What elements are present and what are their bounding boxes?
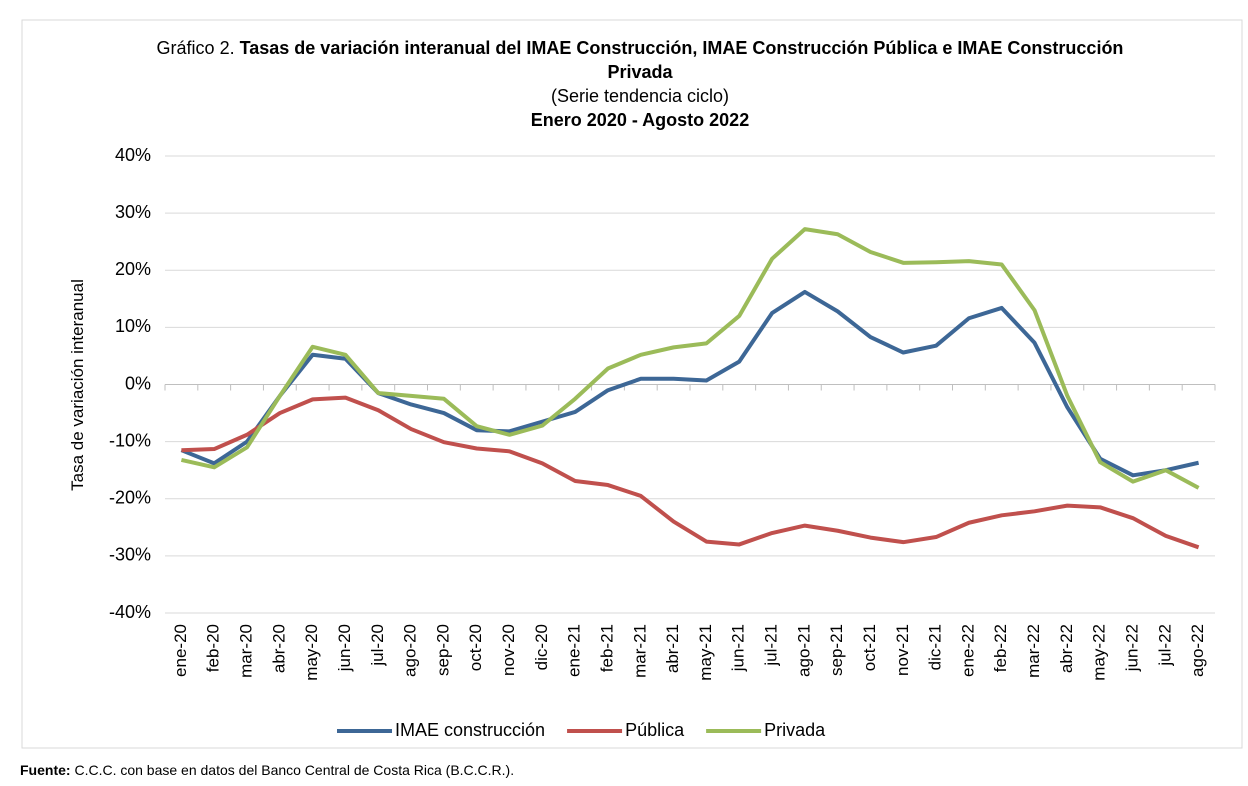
title-prefix: Gráfico 2. bbox=[156, 38, 235, 58]
x-tick-label: jun-22 bbox=[1122, 624, 1141, 672]
x-tick-label: ene-20 bbox=[171, 624, 190, 677]
source: Fuente: C.C.C. con base en datos del Ban… bbox=[20, 762, 514, 778]
x-tick-label: abr-22 bbox=[1057, 624, 1076, 673]
chart-frame bbox=[21, 19, 1243, 749]
legend-label: Privada bbox=[764, 720, 826, 740]
x-tick-label: jul-21 bbox=[762, 624, 781, 667]
x-tick-label: abr-21 bbox=[663, 624, 682, 673]
source-text: C.C.C. con base en datos del Banco Centr… bbox=[74, 762, 515, 778]
y-tick-label: 0% bbox=[125, 373, 151, 393]
x-tick-label: jul-20 bbox=[368, 624, 387, 667]
y-tick-label: 40% bbox=[115, 145, 151, 165]
chart-title: Gráfico 2. Tasas de variación interanual… bbox=[140, 36, 1140, 84]
x-tick-label: abr-20 bbox=[269, 624, 288, 673]
x-tick-label: dic-21 bbox=[926, 624, 945, 670]
legend-label: IMAE construcción bbox=[395, 720, 545, 740]
x-tick-label: mar-21 bbox=[630, 624, 649, 678]
legend-label: Pública bbox=[625, 720, 685, 740]
series-line bbox=[181, 395, 1200, 550]
x-tick-label: nov-20 bbox=[499, 624, 518, 676]
period: Enero 2020 - Agosto 2022 bbox=[530, 110, 750, 130]
y-tick-label: -30% bbox=[109, 545, 151, 565]
x-tick-label: feb-22 bbox=[991, 624, 1010, 672]
subtitle: (Serie tendencia ciclo) bbox=[550, 86, 730, 106]
x-tick-label: ago-20 bbox=[401, 624, 420, 677]
y-tick-label: -10% bbox=[109, 430, 151, 450]
x-tick-label: sep-20 bbox=[433, 624, 452, 676]
x-tick-label: jul-22 bbox=[1155, 624, 1174, 667]
y-tick-label: -20% bbox=[109, 488, 151, 508]
x-tick-label: ago-22 bbox=[1188, 624, 1207, 677]
series-line bbox=[180, 227, 1200, 490]
x-tick-label: feb-20 bbox=[204, 624, 223, 672]
x-tick-label: ene-21 bbox=[565, 624, 584, 677]
series-line bbox=[180, 289, 1200, 478]
y-tick-label: 30% bbox=[115, 202, 151, 222]
y-tick-label: 10% bbox=[115, 316, 151, 336]
x-tick-label: ene-22 bbox=[958, 624, 977, 677]
title-text: Tasas de variación interanual del IMAE C… bbox=[239, 38, 1124, 82]
x-tick-label: may-22 bbox=[1090, 624, 1109, 681]
x-tick-label: feb-21 bbox=[597, 624, 616, 672]
x-tick-label: oct-21 bbox=[860, 624, 879, 671]
x-tick-label: mar-22 bbox=[1024, 624, 1043, 678]
x-tick-label: nov-21 bbox=[893, 624, 912, 676]
title-block: Gráfico 2. Tasas de variación interanual… bbox=[140, 36, 1140, 132]
y-tick-label: 20% bbox=[115, 259, 151, 279]
x-tick-label: jun-21 bbox=[729, 624, 748, 672]
x-tick-label: jun-20 bbox=[335, 624, 354, 672]
y-tick-label: -40% bbox=[109, 602, 151, 622]
x-tick-label: ago-21 bbox=[794, 624, 813, 677]
x-tick-label: may-20 bbox=[302, 624, 321, 681]
x-tick-label: may-21 bbox=[696, 624, 715, 681]
x-tick-label: dic-20 bbox=[532, 624, 551, 670]
source-label: Fuente: bbox=[20, 762, 71, 778]
x-tick-label: mar-20 bbox=[237, 624, 256, 678]
x-tick-label: oct-20 bbox=[466, 624, 485, 671]
x-tick-label: sep-21 bbox=[827, 624, 846, 676]
y-axis-label: Tasa de variación interanual bbox=[68, 279, 87, 491]
